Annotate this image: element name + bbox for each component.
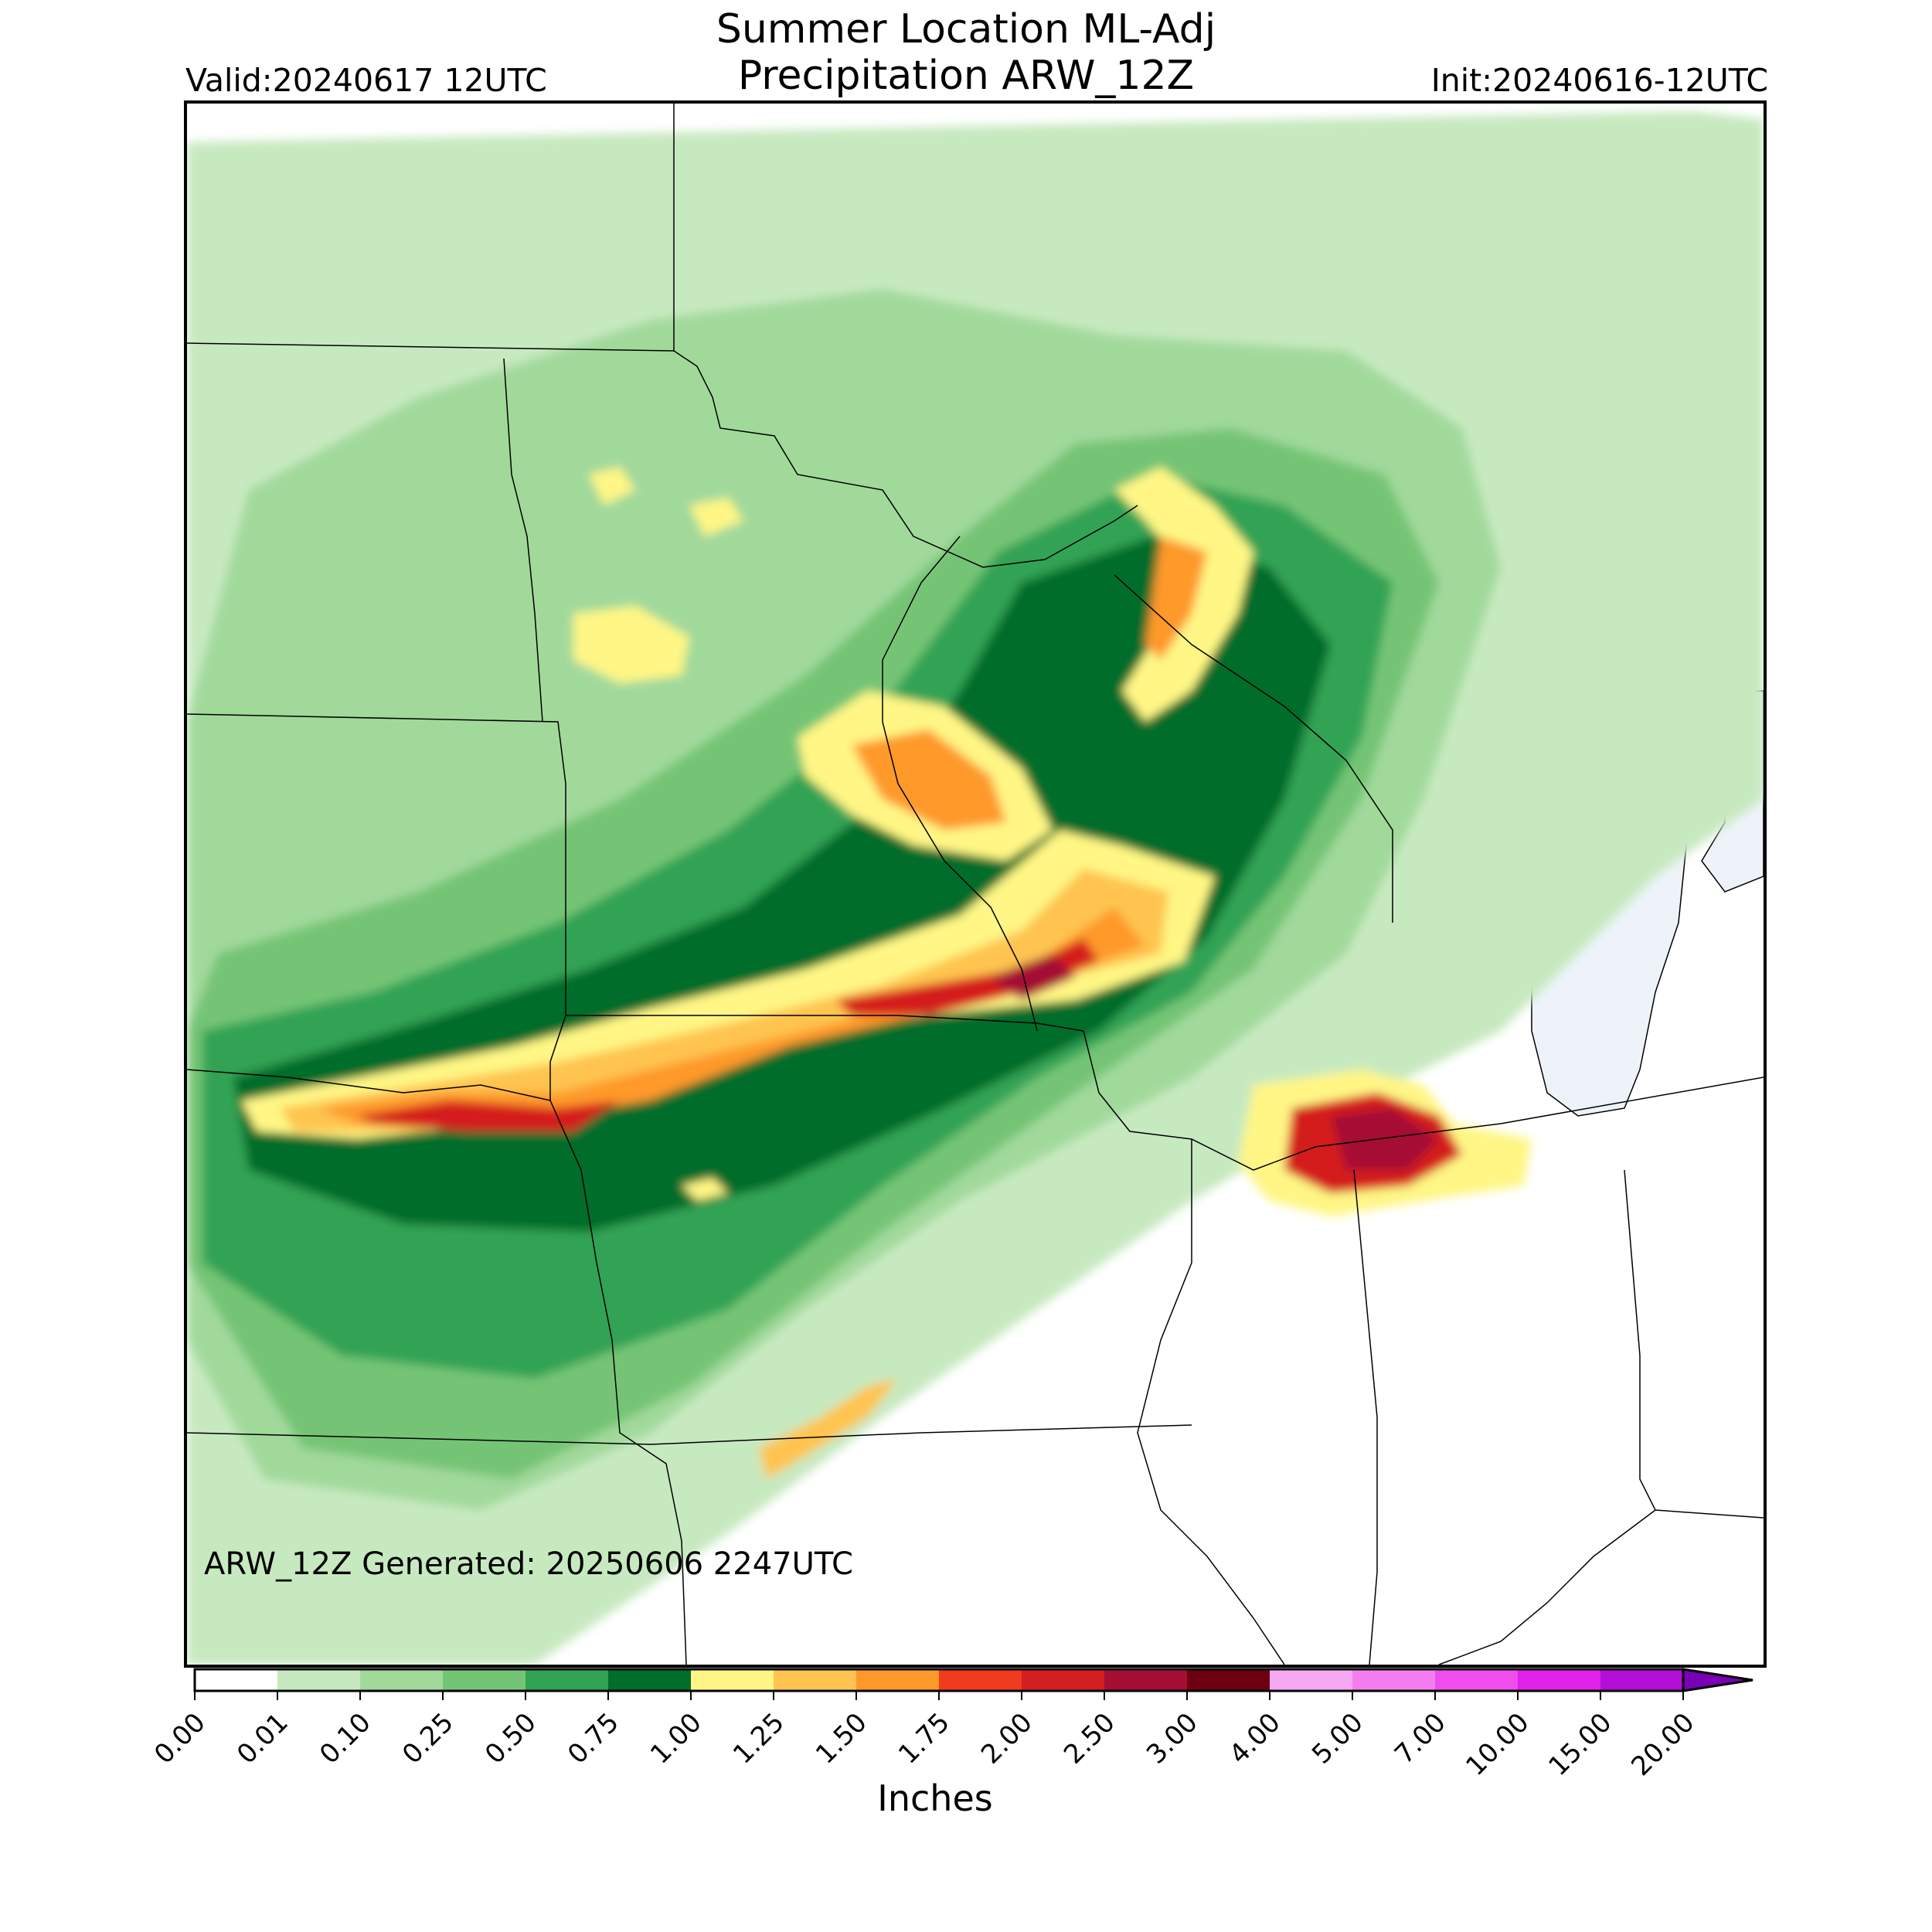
colorbar-tick-label: 10.00 [1460, 1706, 1536, 1782]
colorbar-swatch [1518, 1669, 1600, 1691]
state-line-1 [673, 104, 1138, 568]
state-line-2 [187, 713, 566, 1100]
precip-1.50 [318, 907, 1145, 1124]
colorbar-tick-label: 1.00 [645, 1706, 708, 1770]
state-line-12 [1624, 1169, 1764, 1519]
colorbar-swatch [1022, 1669, 1104, 1691]
precip-field [187, 111, 1764, 1665]
state-line-11 [1353, 1169, 1378, 1665]
init-time-label: Init:20240616-12UTC [1430, 62, 1768, 99]
chart-title-line2: Precipitation ARW_12Z [737, 53, 1195, 99]
state-line-7 [549, 1100, 687, 1665]
colorbar-swatch [1352, 1669, 1435, 1691]
state-line-8 [1083, 1030, 1764, 1171]
chart-title-line1: Summer Location ML-Adj [716, 6, 1216, 53]
colorbar-swatch [1600, 1669, 1683, 1691]
state-line-13 [1438, 1509, 1656, 1665]
map-canvas [187, 104, 1764, 1665]
colorbar-tick-label: 1.25 [727, 1706, 791, 1770]
state-line-3 [503, 358, 543, 723]
colorbar-tick-label: 20.00 [1625, 1706, 1701, 1782]
colorbar-swatch [691, 1669, 774, 1691]
valid-time-label: Valid:20240617 12UTC [185, 62, 547, 99]
colorbar-extend-arrow [1682, 1668, 1753, 1692]
state-line-9 [882, 536, 1038, 1032]
colorbar-tick-label: 0.10 [314, 1706, 377, 1770]
generated-timestamp: ARW_12Z Generated: 20250606 2247UTC [204, 1546, 853, 1582]
precip-band-ne-1.50 [1145, 536, 1207, 660]
state-line-4 [187, 1069, 551, 1101]
colorbar-tick-label: 3.00 [1141, 1706, 1204, 1770]
colorbar-swatch [774, 1669, 856, 1691]
colorbar-swatch [1435, 1669, 1518, 1691]
precip-band-w-1.00 [573, 606, 689, 683]
precip-east-3.00 [1331, 1108, 1439, 1170]
boundaries [187, 104, 1764, 1665]
colorbar-swatches [193, 1668, 1753, 1700]
colorbar-swatch [443, 1669, 526, 1691]
colorbar-swatch [526, 1669, 608, 1691]
colorbar-tick-label: 1.75 [893, 1706, 956, 1770]
colorbar-tick-label: 0.50 [479, 1706, 543, 1770]
colorbar-tick-label: 4.00 [1223, 1706, 1287, 1770]
us-canada-border [187, 342, 675, 352]
colorbar-swatch [195, 1669, 277, 1691]
colorbar-swatch [277, 1669, 360, 1691]
colorbar-swatch [939, 1669, 1022, 1691]
colorbar-tick-label: 7.00 [1389, 1706, 1452, 1770]
colorbar-tick-label: 5.00 [1306, 1706, 1369, 1770]
state-line-10 [1137, 1139, 1285, 1665]
colorbar-tick-label: 0.25 [396, 1706, 460, 1770]
colorbar-tick-label: 2.00 [975, 1706, 1039, 1770]
colorbar-swatch [1270, 1669, 1352, 1691]
precip-south-1.25 [759, 1379, 898, 1479]
state-line-6 [187, 1424, 1192, 1445]
colorbar: 0.00 0.01 0.10 0.25 0.50 0.75 1.00 1.25 1.50 1.75… [148, 1668, 1759, 1782]
colorbar-swatch [608, 1669, 691, 1691]
precip-1.00 [241, 830, 1215, 1139]
colorbar-tick-label: 15.00 [1543, 1706, 1618, 1782]
colorbar-tick-label: 0.00 [148, 1706, 212, 1770]
colorbar-swatch [856, 1669, 939, 1691]
colorbar-tick-label: 1.50 [810, 1706, 873, 1770]
precip-band-nw-1.00 [589, 467, 743, 536]
precip-2.00 [357, 938, 1099, 1131]
colorbar-tick-label: 0.75 [562, 1706, 625, 1770]
colorbar-units-label: Inches [877, 1777, 993, 1819]
colorbar-tick-label: 0.01 [231, 1706, 294, 1770]
state-line-5 [566, 1015, 1084, 1032]
colorbar-swatch [1187, 1669, 1270, 1691]
colorbar-swatch [1104, 1669, 1187, 1691]
precip-south-1.00 [682, 1178, 728, 1201]
state-line-14 [1114, 574, 1393, 923]
colorbar-tick-label: 2.50 [1058, 1706, 1121, 1770]
precip-3.00 [991, 954, 1076, 1000]
colorbar-swatch [360, 1669, 443, 1691]
precipitation-map: ARW_12Z Generated: 20250606 2247UTC [184, 100, 1767, 1668]
